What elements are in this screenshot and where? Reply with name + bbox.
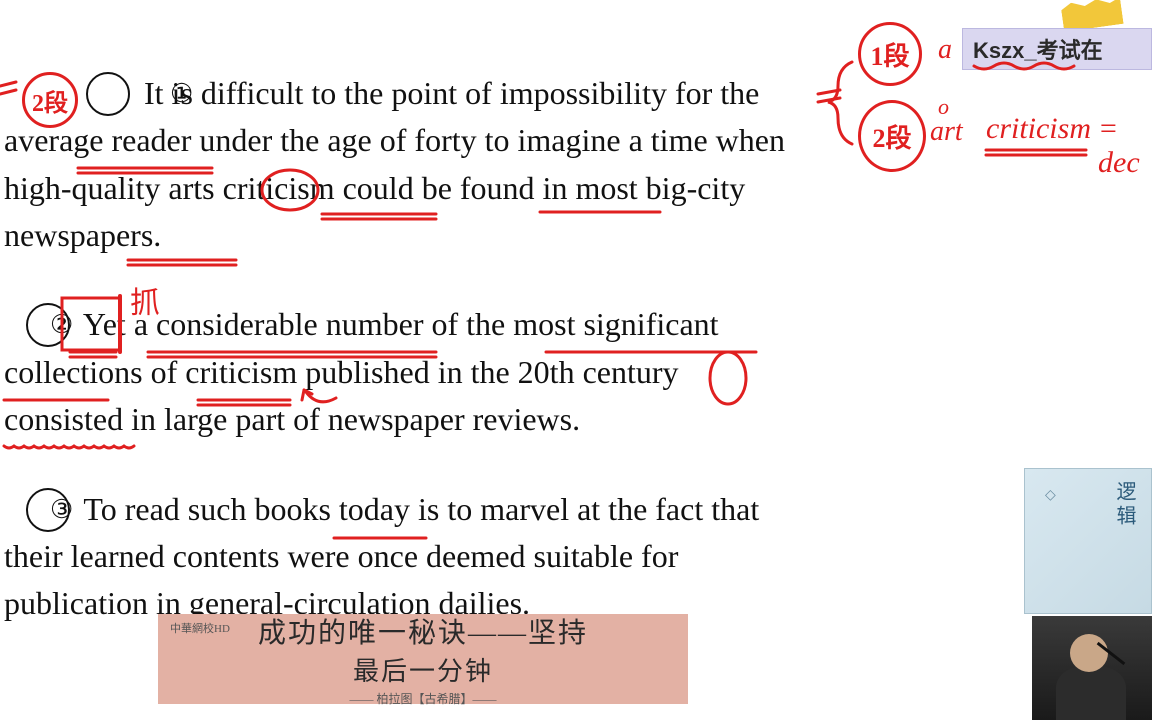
book-title: 逻辑	[1110, 481, 1139, 529]
banner-line-1: 成功的唯一秘诀——坚持	[258, 611, 588, 651]
presenter-body	[1056, 666, 1126, 720]
banner-tiny: 中華網校HD	[170, 620, 230, 636]
watermark-banner: Kszx_考试在	[962, 28, 1152, 70]
side-note-art: art	[930, 116, 963, 148]
banner-line-2: 最后一分钟	[353, 651, 493, 688]
para-text-2: Yet a considerable number of the most si…	[4, 306, 719, 437]
side-note-equals: = dec	[1098, 112, 1152, 180]
presenter-head	[1070, 634, 1108, 672]
lecture-slide: 2段 ① It is difficult to the point of imp…	[0, 0, 1152, 720]
para-text-3: To read such books today is to marvel at…	[4, 491, 759, 622]
paragraph-1: ① It is difficult to the point of imposs…	[4, 70, 804, 259]
banner-caption: —— 柏拉图【古希腊】——	[349, 690, 496, 707]
para-number-1: ①	[86, 72, 130, 116]
book-thumbnail: ◇ 逻辑	[1024, 468, 1152, 614]
side-note-criticism: criticism	[986, 112, 1091, 146]
para-number-2: ②	[26, 303, 70, 347]
para-number-3: ③	[26, 488, 70, 532]
paragraph-3: ③ To read such books today is to marvel …	[4, 486, 804, 628]
side-note-a: a	[938, 34, 952, 66]
quote-banner: 中華網校HD 成功的唯一秘诀——坚持 最后一分钟 —— 柏拉图【古希腊】——	[158, 614, 688, 704]
side-circle-2: 2段	[858, 100, 926, 172]
side-circle-1: 1段	[858, 22, 922, 86]
webcam-feed	[1032, 616, 1152, 720]
paragraph-2: ② Yet a considerable number of the most …	[4, 301, 804, 443]
book-small-icon: ◇	[1045, 487, 1056, 504]
yet-annotation-label: 抓	[130, 278, 160, 322]
text-column: ① It is difficult to the point of imposs…	[4, 70, 804, 670]
